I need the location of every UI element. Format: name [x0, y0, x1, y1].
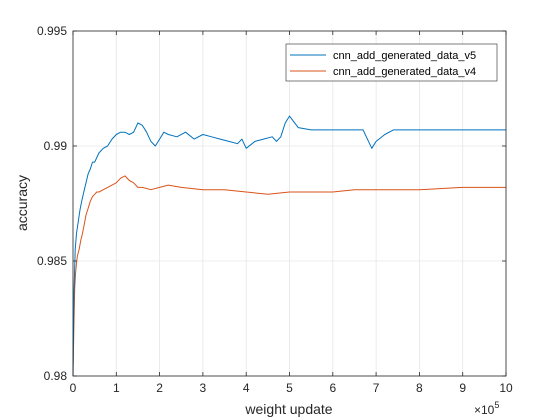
x-tick-label: 5	[286, 381, 293, 395]
x-tick-label: 4	[243, 381, 250, 395]
x-tick-label: 6	[329, 381, 336, 395]
series-lines	[72, 115, 506, 377]
x-tick-labels: 0 1 2 3 4 5 6 7 8 9 10	[70, 381, 513, 395]
series-line-v4	[72, 175, 506, 377]
x-tick-label: 7	[373, 381, 380, 395]
y-tick-label: 0.99	[44, 139, 68, 153]
y-tick-label: 0.98	[44, 369, 68, 383]
x-tick-label: 3	[200, 381, 207, 395]
series-line-v5	[72, 115, 506, 377]
x-tick-label: 8	[416, 381, 423, 395]
x-tick-label: 1	[113, 381, 120, 395]
legend-label-v5: cnn_add_generated_data_v5	[333, 50, 476, 62]
x-tick-label: 10	[499, 381, 513, 395]
y-tick-labels: 0.98 0.985 0.99 0.995	[37, 24, 67, 383]
legend: cnn_add_generated_data_v5 cnn_add_genera…	[285, 43, 498, 82]
x-tick-label: 9	[459, 381, 466, 395]
x-exponent-base: ×10	[474, 403, 495, 417]
x-exponent-power: 5	[494, 400, 499, 410]
x-tick-label: 2	[156, 381, 163, 395]
x-tick-label: 0	[70, 381, 77, 395]
legend-label-v4: cnn_add_generated_data_v4	[333, 66, 476, 78]
x-axis-label: weight update	[244, 401, 332, 417]
y-tick-label: 0.985	[37, 254, 67, 268]
axis-ticks	[72, 30, 507, 377]
legend-box	[285, 43, 498, 82]
y-tick-label: 0.995	[37, 24, 67, 38]
y-axis-label: accuracy	[14, 175, 30, 231]
x-exponent: ×105	[474, 400, 499, 417]
